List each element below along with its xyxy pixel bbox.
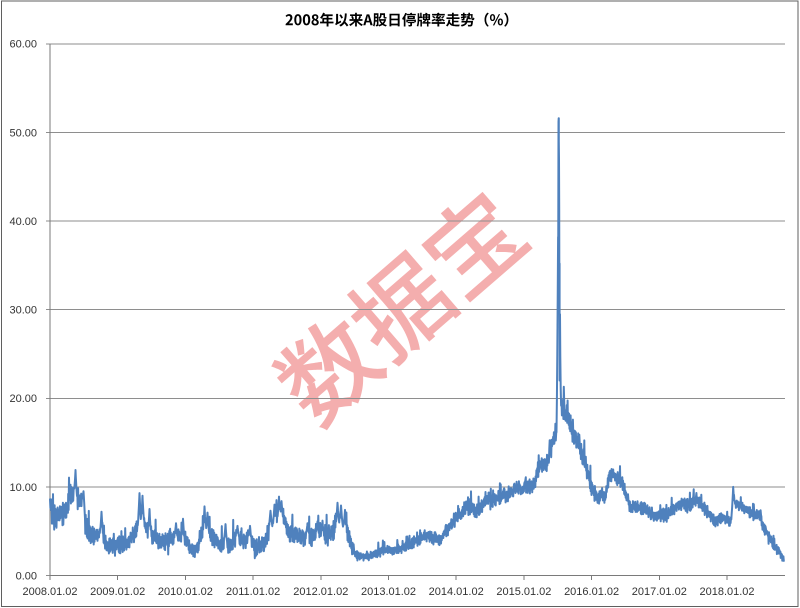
svg-text:40.00: 40.00 xyxy=(9,216,37,228)
svg-text:2014.01.02: 2014.01.02 xyxy=(429,586,484,598)
svg-text:2010.01.02: 2010.01.02 xyxy=(158,586,213,598)
svg-text:2011.01.02: 2011.01.02 xyxy=(226,586,280,598)
svg-text:0.00: 0.00 xyxy=(16,570,37,582)
svg-text:2012.01.02: 2012.01.02 xyxy=(293,586,348,598)
svg-text:60.00: 60.00 xyxy=(9,39,37,51)
svg-text:2017.01.02: 2017.01.02 xyxy=(632,586,687,598)
svg-text:20.00: 20.00 xyxy=(9,393,37,405)
svg-text:2018.01.02: 2018.01.02 xyxy=(699,586,754,598)
svg-text:2016.01.02: 2016.01.02 xyxy=(564,586,619,598)
svg-text:30.00: 30.00 xyxy=(9,305,37,317)
svg-text:2008.01.02: 2008.01.02 xyxy=(22,586,77,598)
svg-text:50.00: 50.00 xyxy=(9,127,37,139)
svg-text:10.00: 10.00 xyxy=(9,482,37,494)
svg-text:2015.01.02: 2015.01.02 xyxy=(496,586,551,598)
svg-text:2013.01.02: 2013.01.02 xyxy=(361,586,416,598)
svg-text:2009.01.02: 2009.01.02 xyxy=(90,586,145,598)
